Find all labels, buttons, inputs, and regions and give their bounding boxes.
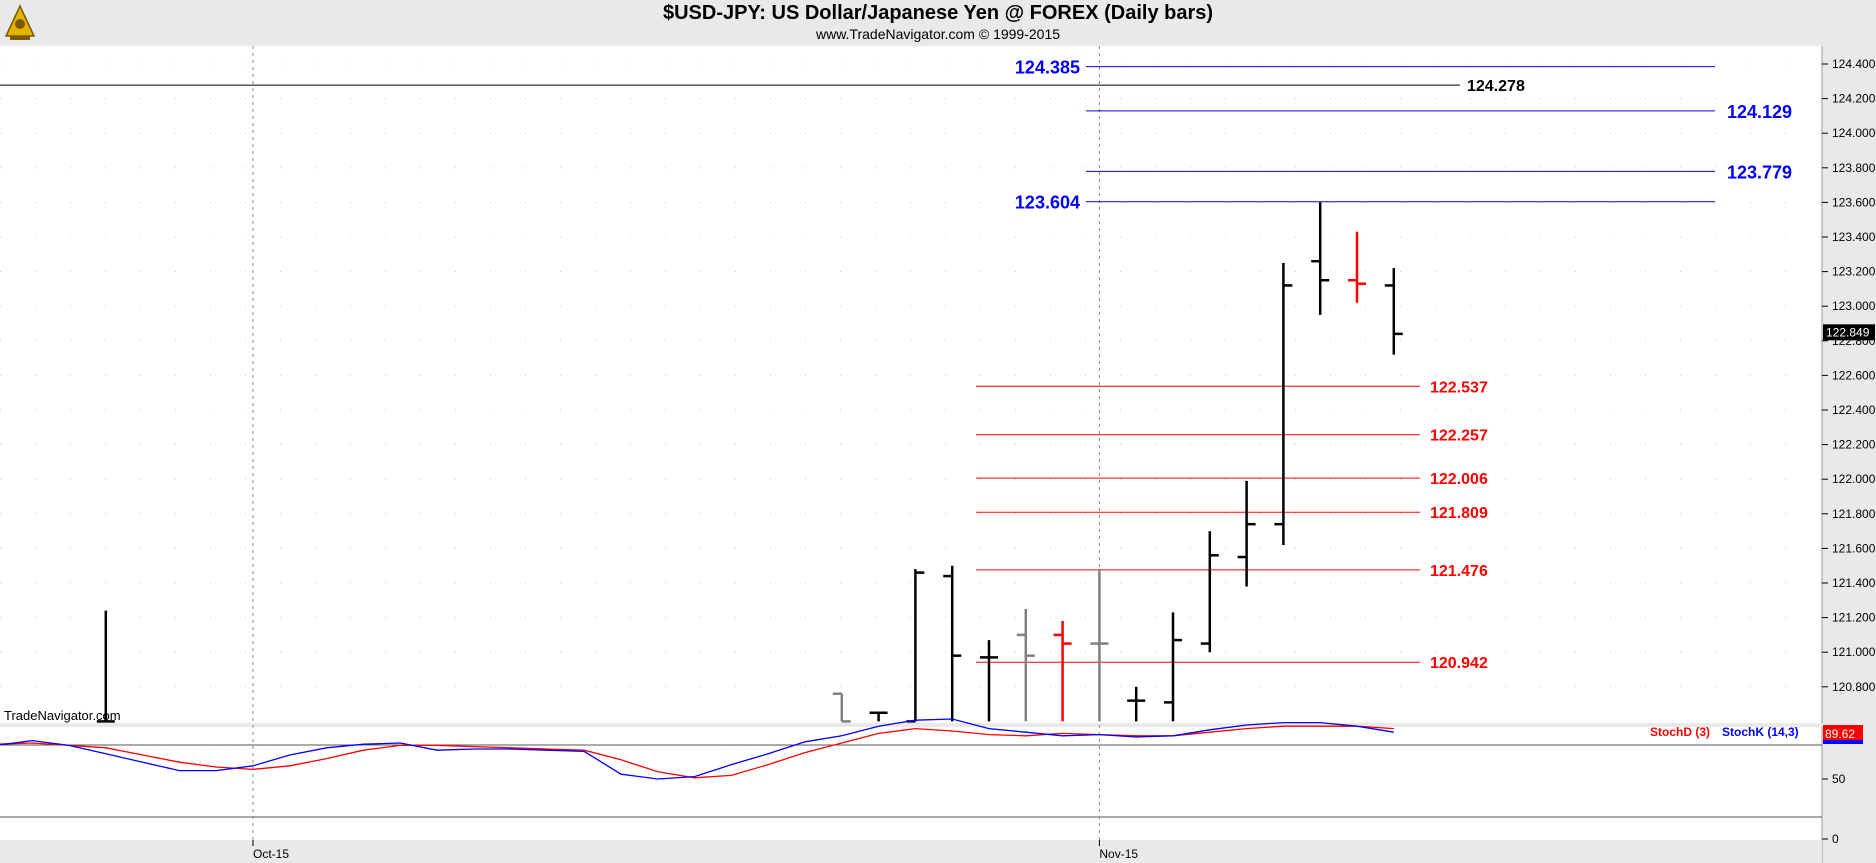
- price-grid: [0, 46, 1822, 840]
- ohlc-bar: [96, 610, 115, 723]
- price-tick-label: 123.400: [1832, 230, 1876, 244]
- ohlc-bar: [1164, 612, 1182, 722]
- level-label: 122.257: [1430, 428, 1488, 445]
- ohlc-bar: [1237, 480, 1256, 587]
- level-label: 123.604: [1015, 193, 1080, 213]
- price-tick-label: 123.600: [1832, 195, 1876, 209]
- price-tick-label: 123.200: [1832, 265, 1876, 279]
- ohlc-bar: [1090, 569, 1109, 722]
- price-tick-label: 123.000: [1832, 299, 1876, 313]
- title-bar: [0, 0, 1876, 46]
- price-tick-label: 122.000: [1832, 472, 1876, 486]
- chart-subtitle: www.TradeNavigator.com © 1999-2015: [815, 26, 1061, 42]
- level-label: 124.278: [1467, 78, 1525, 95]
- price-tick-label: 124.000: [1832, 126, 1876, 140]
- ohlc-bars: [96, 202, 1403, 723]
- watermark: TradeNavigator.com: [4, 708, 121, 723]
- level-label: 121.809: [1430, 505, 1488, 522]
- stoch-last-label: 89.62: [1825, 727, 1855, 741]
- pane-separator: [0, 723, 1876, 727]
- level-label: 120.942: [1430, 655, 1488, 672]
- ohlc-bar: [1200, 531, 1219, 653]
- date-axis: Oct-15 Nov-15: [252, 840, 1138, 861]
- ohlc-bar: [1274, 262, 1293, 545]
- ohlc-bar: [1053, 621, 1072, 722]
- ohlc-bar: [906, 569, 925, 723]
- stoch-last-marker: [1823, 725, 1863, 741]
- ohlc-bar: [943, 565, 962, 722]
- ohlc-bar: [1016, 608, 1035, 722]
- price-tick-label: 121.600: [1832, 541, 1876, 555]
- last-price-label: 122.849: [1826, 325, 1870, 339]
- date-panel: [0, 840, 1822, 863]
- stoch-tick-label: 50: [1832, 772, 1846, 786]
- ohlc-bar: [1384, 268, 1403, 355]
- ohlc-bar: [832, 692, 851, 723]
- date-tick-label: Oct-15: [253, 847, 289, 861]
- price-axis: 120.800 121.000 121.200 121.400 121.600 121.8…: [1822, 57, 1876, 694]
- ohlc-bar: [980, 640, 998, 722]
- last-price-marker: [1823, 324, 1875, 341]
- level-label: 122.006: [1430, 471, 1488, 488]
- stoch-last-marker-k: [1823, 740, 1863, 744]
- legend-stoch-k: StochK (14,3): [1722, 725, 1799, 739]
- chart-title: $USD-JPY: US Dollar/Japanese Yen @ FOREX…: [662, 2, 1214, 24]
- level-label: 122.537: [1430, 379, 1488, 396]
- ohlc-bar: [1127, 686, 1146, 722]
- ohlc-bar: [1311, 202, 1330, 315]
- price-tick-label: 120.800: [1832, 680, 1876, 694]
- price-tick-label: 121.400: [1832, 576, 1876, 590]
- date-tick-label: Nov-15: [1099, 847, 1138, 861]
- price-tick-label: 122.600: [1832, 368, 1876, 382]
- level-label: 123.779: [1727, 162, 1792, 182]
- price-tick-label: 124.200: [1832, 92, 1876, 106]
- level-label: 124.129: [1727, 102, 1792, 122]
- level-label: 121.476: [1430, 563, 1488, 580]
- price-tick-label: 121.200: [1832, 611, 1876, 625]
- price-tick-label: 121.800: [1832, 507, 1876, 521]
- sextant-icon: [4, 4, 36, 40]
- ohlc-bar: [1348, 231, 1366, 303]
- price-tick-label: 124.400: [1832, 57, 1876, 71]
- ohlc-bar: [869, 711, 888, 722]
- stoch-line: [0, 718, 1394, 780]
- legend-stoch-d: StochD (3): [1650, 725, 1710, 739]
- price-tick-label: 121.000: [1832, 645, 1876, 659]
- stoch-tick-label: 0: [1832, 832, 1839, 846]
- price-tick-label: 122.200: [1832, 438, 1876, 452]
- price-tick-label: 123.800: [1832, 161, 1876, 175]
- level-label: 124.385: [1015, 58, 1080, 78]
- price-tick-label: 122.400: [1832, 403, 1876, 417]
